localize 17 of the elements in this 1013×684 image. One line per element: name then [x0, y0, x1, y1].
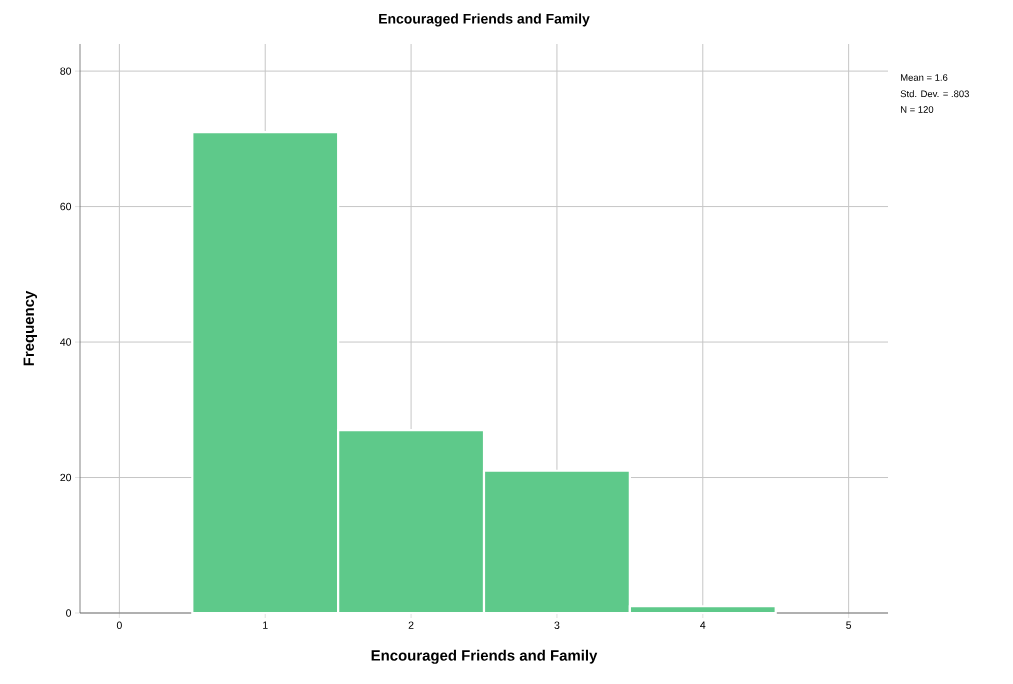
- y-tick-label: 80: [60, 67, 72, 75]
- y-tick-label: 20: [60, 473, 72, 482]
- text: Std. Dev. = .803: [900, 90, 969, 98]
- x-tick-label: 0: [116, 621, 122, 629]
- text: Mean = 1.6: [900, 74, 948, 81]
- text: N = 120: [900, 106, 934, 113]
- x-tick-label: 5: [846, 621, 852, 629]
- x-tick-label: 4: [700, 621, 706, 629]
- y-tick-label: 0: [66, 609, 72, 617]
- y-tick-label: 40: [60, 338, 72, 346]
- y-tick-label: 60: [60, 202, 72, 211]
- x-tick-label: 3: [554, 621, 560, 629]
- x-tick-label: 1: [263, 621, 268, 629]
- x-axis-title: Encouraged Friends and Family: [371, 649, 598, 664]
- y-axis-title: Frequency: [23, 290, 37, 366]
- chart-title: Encouraged Friends and Family: [379, 13, 590, 27]
- x-tick-label: 2: [408, 621, 414, 629]
